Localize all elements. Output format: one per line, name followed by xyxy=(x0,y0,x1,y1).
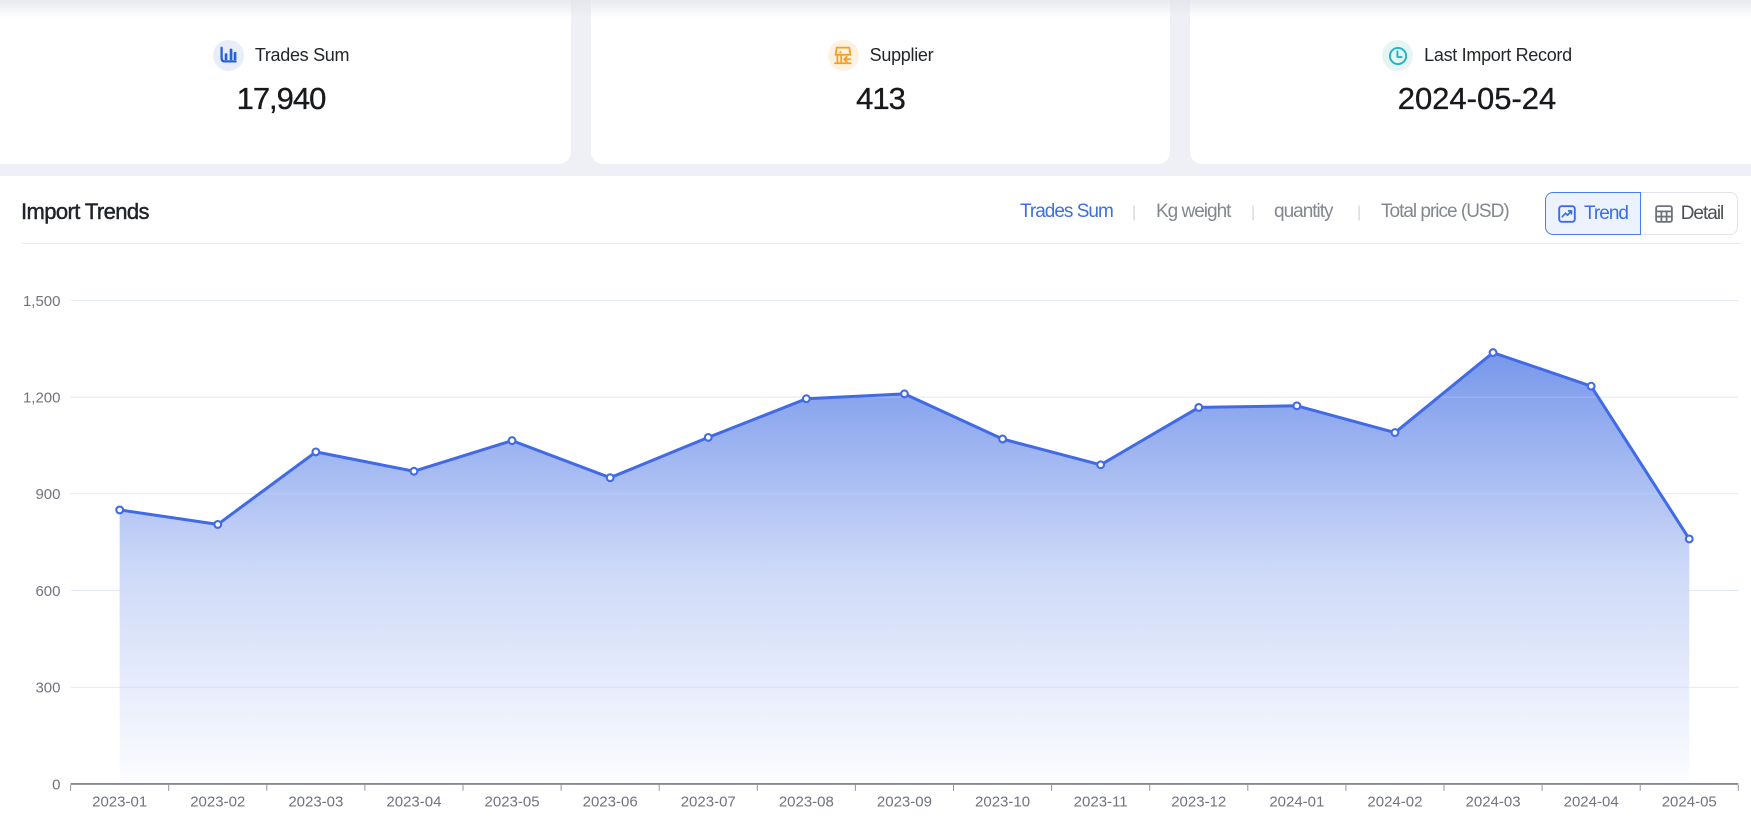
svg-text:2024-01: 2024-01 xyxy=(1269,793,1324,810)
svg-text:2024-03: 2024-03 xyxy=(1466,793,1521,810)
svg-text:2023-09: 2023-09 xyxy=(877,793,932,810)
svg-text:2024-02: 2024-02 xyxy=(1367,793,1422,810)
svg-text:2023-02: 2023-02 xyxy=(190,793,245,810)
svg-text:2023-01: 2023-01 xyxy=(92,793,147,810)
svg-text:2023-06: 2023-06 xyxy=(583,793,638,810)
svg-text:2023-05: 2023-05 xyxy=(485,793,540,810)
svg-text:2023-12: 2023-12 xyxy=(1171,793,1226,810)
svg-text:1,500: 1,500 xyxy=(23,293,61,310)
svg-text:2023-04: 2023-04 xyxy=(386,793,441,810)
svg-text:2023-03: 2023-03 xyxy=(288,793,343,810)
svg-text:2023-10: 2023-10 xyxy=(975,793,1030,810)
svg-text:300: 300 xyxy=(35,680,60,697)
svg-text:2024-05: 2024-05 xyxy=(1662,793,1717,810)
svg-text:600: 600 xyxy=(35,583,60,600)
svg-text:2023-07: 2023-07 xyxy=(681,793,736,810)
svg-text:2024-04: 2024-04 xyxy=(1564,793,1619,810)
svg-text:0: 0 xyxy=(52,776,60,793)
svg-text:2023-08: 2023-08 xyxy=(779,793,834,810)
svg-text:2023-11: 2023-11 xyxy=(1074,793,1128,810)
svg-text:900: 900 xyxy=(35,486,60,503)
svg-text:1,200: 1,200 xyxy=(23,390,61,407)
